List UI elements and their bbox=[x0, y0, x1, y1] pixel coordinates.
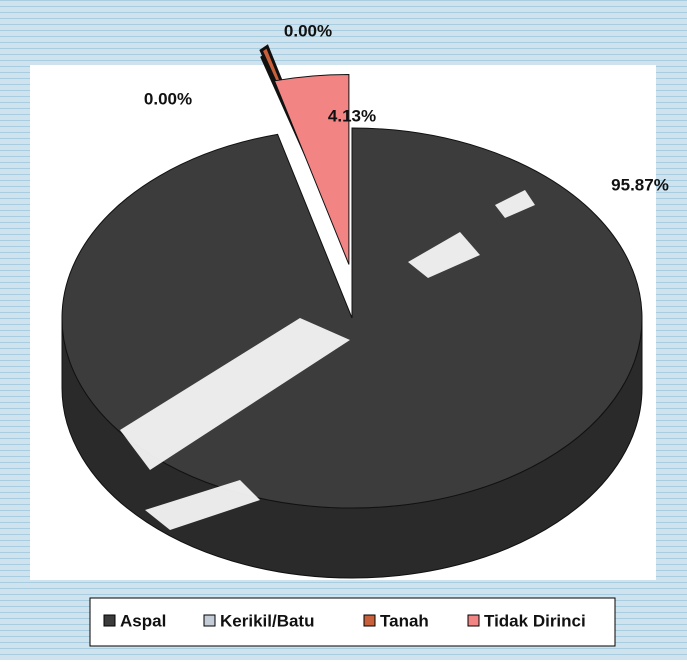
slice bbox=[273, 73, 350, 265]
legend-label: Tidak Dirinci bbox=[484, 611, 586, 630]
legend-items: Aspal Kerikil/Batu Tanah Tidak Dirinci bbox=[103, 611, 586, 630]
legend-label: Kerikil/Batu bbox=[220, 611, 314, 630]
legend-swatch bbox=[467, 614, 480, 627]
legend-label: Tanah bbox=[380, 611, 429, 630]
legend-swatch bbox=[103, 614, 116, 627]
legend-swatch bbox=[203, 614, 216, 627]
road-stripe bbox=[495, 190, 535, 218]
legend-label: Aspal bbox=[120, 611, 166, 630]
legend bbox=[89, 597, 616, 647]
road-stripe bbox=[145, 480, 260, 530]
pie: 95.87% 0.00% 0.00% 4.13% bbox=[61, 21, 669, 579]
data-label: 0.00% bbox=[284, 21, 332, 40]
road-stripe bbox=[408, 232, 480, 278]
data-label: 0.00% bbox=[144, 89, 192, 108]
road-stripe bbox=[120, 318, 350, 470]
legend-swatch bbox=[363, 614, 376, 627]
data-label: 95.87% bbox=[611, 175, 669, 194]
data-label: 4.13% bbox=[328, 106, 376, 125]
